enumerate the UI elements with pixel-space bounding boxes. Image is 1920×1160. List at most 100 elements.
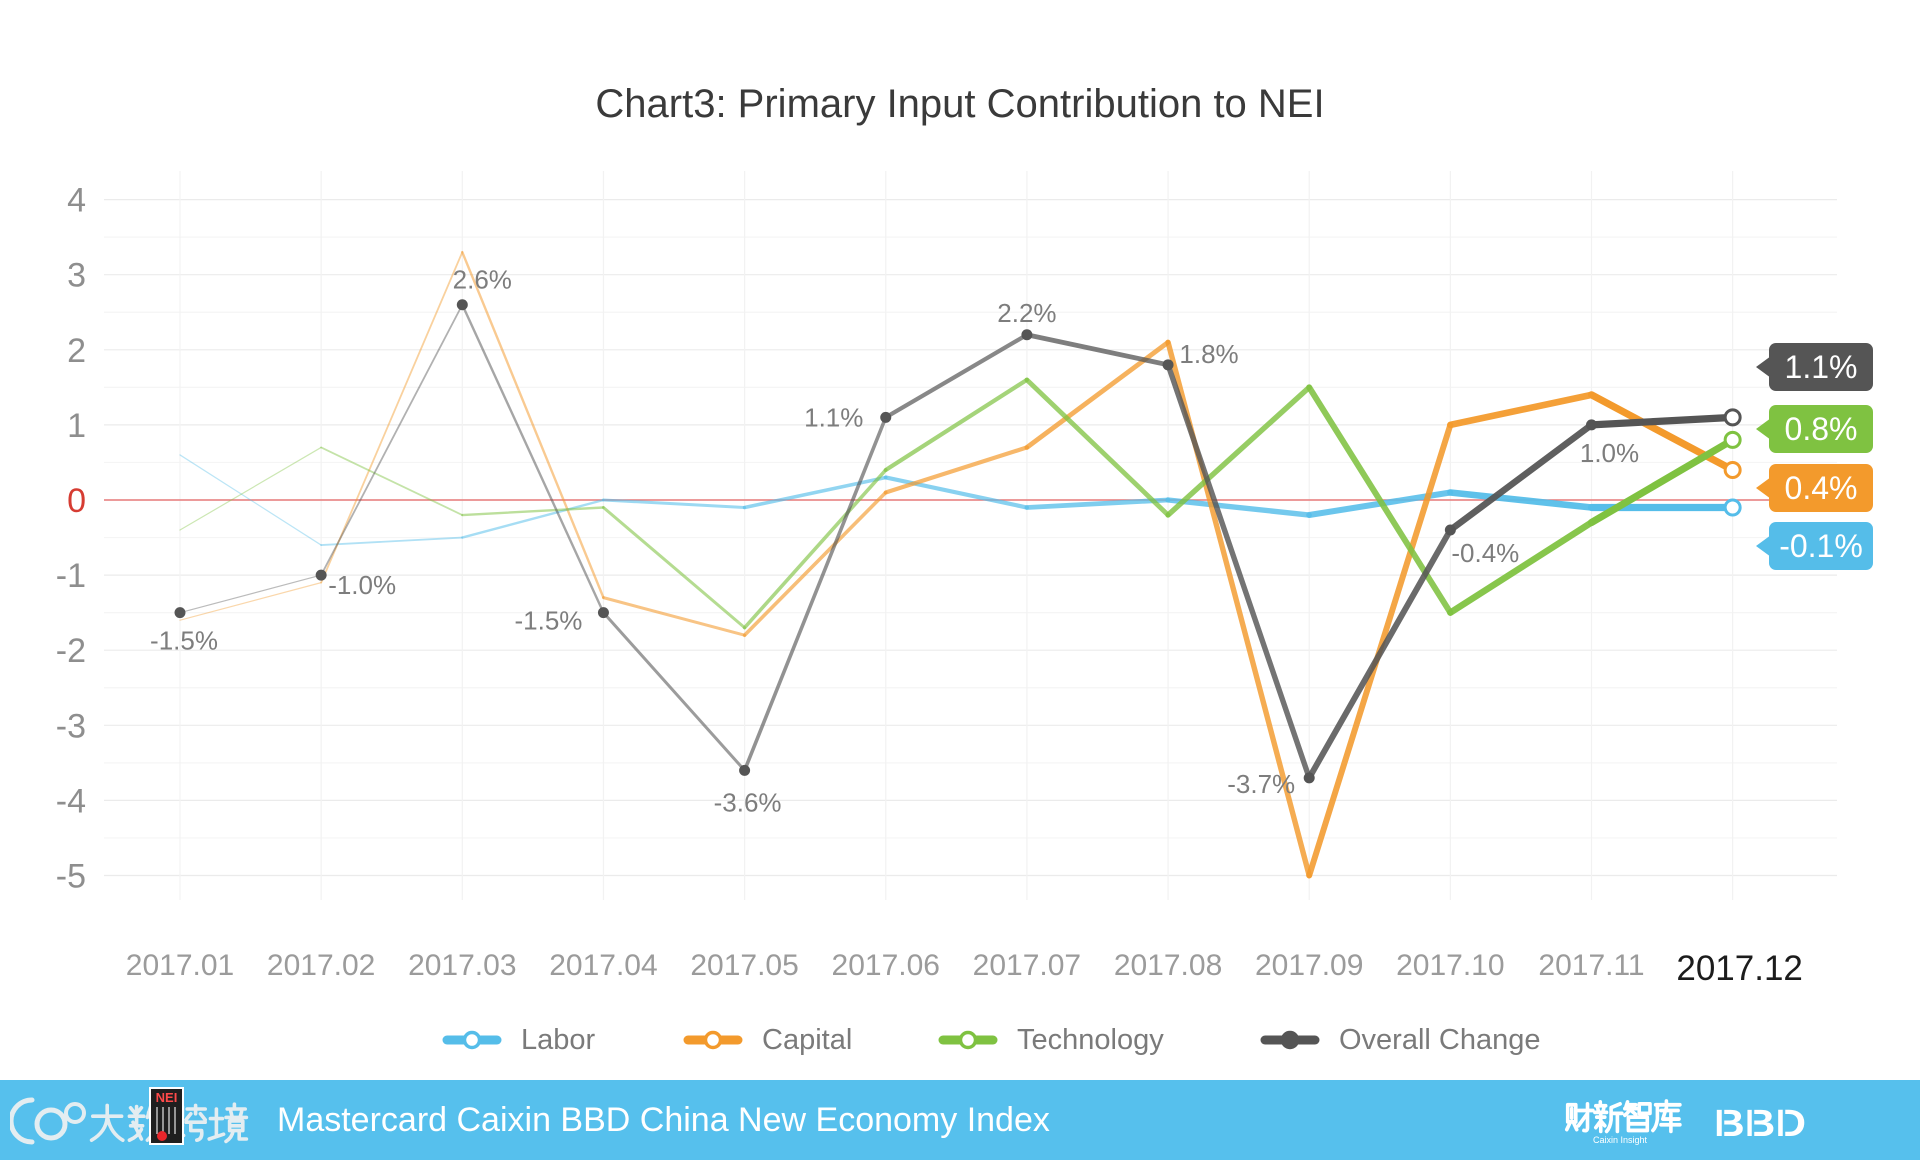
x-tick-label: 2017.03 [408, 949, 516, 982]
y-tick-label: 0 [67, 482, 86, 520]
nei-badge-text: NEI [156, 1090, 178, 1105]
series-technology [179, 377, 1737, 630]
logo-glyph [207, 1102, 249, 1144]
data-point [597, 607, 609, 619]
series-labor-segment [742, 475, 888, 510]
x-tick-label: 2017.04 [549, 949, 657, 982]
series-labor-segment [461, 498, 605, 539]
end-badge-capital: 0.4% [1756, 464, 1873, 512]
overall-change-points [174, 299, 1597, 784]
legend-item-labor[interactable]: Labor [441, 1020, 595, 1060]
series-technology-segment [742, 468, 888, 630]
series-capital-segment [320, 251, 464, 584]
y-tick-label: 3 [67, 257, 86, 295]
end-marker-labor [1723, 498, 1742, 517]
legend-dot [703, 1030, 723, 1050]
data-label: -3.6% [714, 787, 782, 817]
series-labor-segment [1447, 489, 1595, 511]
end-badge-label: 0.4% [1785, 470, 1858, 506]
data-point [1444, 524, 1456, 536]
end-badge-pointer [1756, 535, 1771, 557]
x-axis: 2017.01 2017.02 2017.03 2017.04 2017.05 2017.… [126, 949, 1803, 988]
end-badge-label: 1.1% [1785, 349, 1858, 385]
x-tick-label: 2017.09 [1255, 949, 1363, 982]
data-point [739, 764, 751, 776]
series-technology-segment [1587, 436, 1737, 527]
series-labor-segment [1024, 497, 1171, 510]
series-overall-change-segment [601, 611, 747, 772]
data-label: 2.6% [453, 265, 512, 295]
x-tick-label: 2017.01 [126, 949, 234, 982]
data-label: -1.5% [150, 626, 218, 656]
end-markers [1723, 408, 1742, 517]
data-point [1021, 329, 1033, 341]
logo-glyph [1565, 1101, 1595, 1133]
end-badge-box [1769, 343, 1873, 391]
y-tick-label: -2 [56, 632, 86, 670]
logo-glyph [1593, 1100, 1624, 1134]
end-badge-technology: 0.8% [1756, 405, 1873, 453]
logo-glyph [1651, 1099, 1682, 1134]
end-badge-label: -0.1% [1779, 528, 1863, 564]
end-badge-overall-change: 1.1% [1756, 343, 1873, 391]
x-tick-label: 2017.10 [1396, 949, 1504, 982]
series-technology-segment [601, 506, 747, 630]
series-labor-segment [1165, 497, 1312, 518]
series-technology-segment [320, 446, 464, 516]
y-tick-label: -5 [56, 858, 86, 896]
data-label: 2.2% [997, 298, 1056, 328]
logo-mark-arc [10, 1097, 35, 1145]
legend-label: Labor [521, 1023, 596, 1056]
caixin-insight-subtitle: Caixin Insight [1593, 1135, 1648, 1145]
end-badge-box [1769, 464, 1873, 512]
series-capital-segment [883, 445, 1030, 495]
caixin-bbd-logos: Caixin Insight BBD [1565, 1099, 1806, 1145]
x-tick-label: 2017.08 [1114, 949, 1222, 982]
y-tick-label: -3 [56, 707, 86, 745]
x-tick-label: 2017.12 [1676, 949, 1803, 988]
series-labor-segment [601, 498, 747, 510]
data-point [1303, 772, 1315, 784]
legend-dot [462, 1030, 482, 1050]
y-tick-label: 2 [67, 332, 86, 370]
nei-badge: NEI [149, 1087, 184, 1145]
end-badge-labor: -0.1% [1756, 522, 1873, 570]
data-label: -0.4% [1451, 538, 1519, 568]
legend-item-technology[interactable]: Technology [937, 1020, 1164, 1060]
data-label: -1.0% [328, 570, 396, 600]
data-point [1586, 419, 1597, 431]
end-marker-capital [1723, 460, 1742, 479]
data-point [1162, 359, 1174, 371]
end-marker-overall-change [1723, 408, 1742, 427]
logo-glyph [1623, 1100, 1652, 1133]
series-labor-segment [320, 536, 464, 546]
logo-wordmark [89, 1102, 249, 1144]
series-labor-segment [883, 475, 1030, 510]
legend-item-capital[interactable]: Capital [682, 1020, 852, 1060]
end-badge-pointer [1756, 477, 1771, 499]
legend-item-overall-change[interactable]: Overall Change [1259, 1020, 1541, 1060]
series-overall-change-segment [179, 574, 322, 614]
bbd-logo: BBD [1714, 1103, 1806, 1145]
legend-label: Technology [1017, 1023, 1164, 1056]
data-labels: -1.5% -1.0% 2.6% -1.5% -3.6% 1.1% 2.2% 1.8% -3.7… [150, 265, 1639, 818]
x-tick-label: 2017.07 [973, 949, 1081, 982]
end-badge-box [1769, 405, 1873, 453]
x-tick-label: 2017.02 [267, 949, 375, 982]
end-marker-technology [1723, 430, 1742, 449]
nei-badge-dot [157, 1131, 167, 1141]
series-overall-change-segment [461, 303, 605, 614]
chart-title: Chart3: Primary Input Contribution to NE… [595, 82, 1325, 126]
y-tick-label: 4 [67, 182, 86, 220]
legend-technology-icon [938, 1030, 998, 1050]
data-point [880, 411, 892, 423]
caixin-insight-wordmark [1565, 1099, 1682, 1134]
data-label: 1.1% [804, 402, 863, 432]
legend-label: Overall Change [1339, 1023, 1541, 1056]
footer-title: Mastercard Caixin BBD China New Economy … [277, 1101, 1050, 1139]
end-badge-pointer [1756, 418, 1771, 440]
series-capital-segment [601, 596, 747, 637]
logo-mark-ring [34, 1107, 68, 1141]
series-technology-segment [1447, 519, 1595, 616]
data-point [315, 569, 327, 581]
